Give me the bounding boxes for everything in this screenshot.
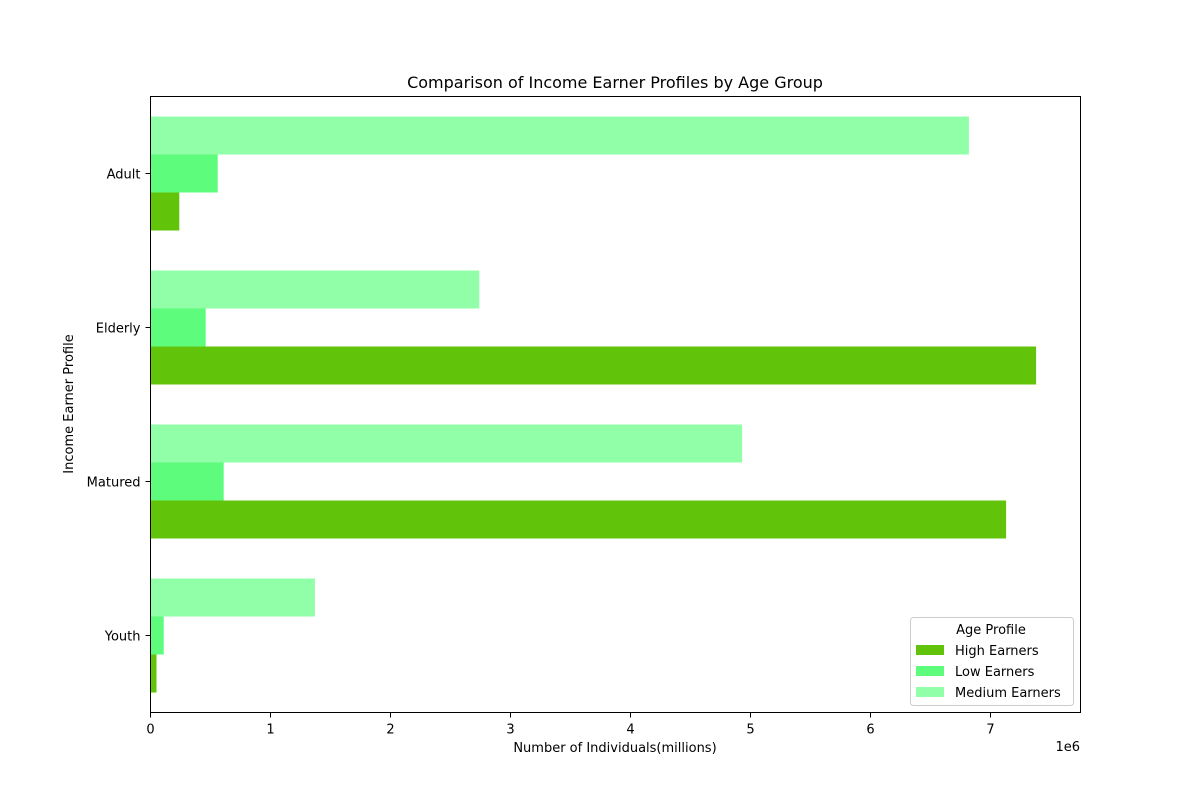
y-axis-label: Income Earner Profile bbox=[62, 334, 77, 473]
x-tick-label: 2 bbox=[386, 723, 394, 738]
y-tick-label-youth: Youth bbox=[104, 630, 141, 645]
bar-adult-low-earners bbox=[150, 154, 218, 193]
chart-title: Comparison of Income Earner Profiles by … bbox=[407, 73, 823, 92]
legend-title: Age Profile bbox=[956, 623, 1026, 638]
bar-elderly-high-earners bbox=[150, 346, 1037, 385]
bars-group bbox=[150, 116, 1037, 693]
x-tick-label: 5 bbox=[746, 723, 754, 738]
y-tick-label-adult: Adult bbox=[107, 168, 141, 183]
bar-youth-low-earners bbox=[150, 616, 164, 655]
bar-matured-medium-earners bbox=[150, 424, 743, 463]
x-tick-label: 1 bbox=[266, 723, 274, 738]
bar-youth-high-earners bbox=[150, 654, 157, 693]
x-tick-label: 7 bbox=[986, 723, 994, 738]
bar-elderly-medium-earners bbox=[150, 270, 480, 309]
legend-label-medium-earners: Medium Earners bbox=[955, 686, 1061, 701]
y-tick-label-elderly: Elderly bbox=[96, 322, 141, 337]
y-tick-label-matured: Matured bbox=[87, 476, 141, 491]
bar-matured-high-earners bbox=[150, 500, 1007, 539]
x-tick-label: 3 bbox=[506, 723, 514, 738]
y-axis: Youth Matured Elderly Adult bbox=[87, 168, 151, 645]
legend: Age Profile High Earners Low Earners Mediu… bbox=[910, 617, 1074, 706]
bar-adult-high-earners bbox=[150, 192, 180, 231]
x-tick-label: 4 bbox=[626, 723, 634, 738]
x-axis-offset-text: 1e6 bbox=[1055, 740, 1080, 755]
bar-youth-medium-earners bbox=[150, 578, 315, 617]
legend-frame bbox=[910, 617, 1074, 706]
bar-matured-low-earners bbox=[150, 462, 224, 501]
plot-frame bbox=[150, 96, 1081, 713]
legend-swatch-medium-earners bbox=[916, 687, 944, 697]
bar-elderly-low-earners bbox=[150, 308, 206, 347]
legend-label-low-earners: Low Earners bbox=[955, 665, 1035, 680]
legend-label-high-earners: High Earners bbox=[955, 644, 1039, 659]
x-axis-label: Number of Individuals(millions) bbox=[513, 741, 716, 756]
x-tick-label: 0 bbox=[146, 723, 154, 738]
legend-swatch-high-earners bbox=[916, 645, 944, 655]
bar-adult-medium-earners bbox=[150, 116, 969, 155]
x-tick-label: 6 bbox=[866, 723, 874, 738]
x-axis: 0 1 2 3 4 5 6 7 bbox=[146, 712, 995, 738]
legend-swatch-low-earners bbox=[916, 666, 944, 676]
